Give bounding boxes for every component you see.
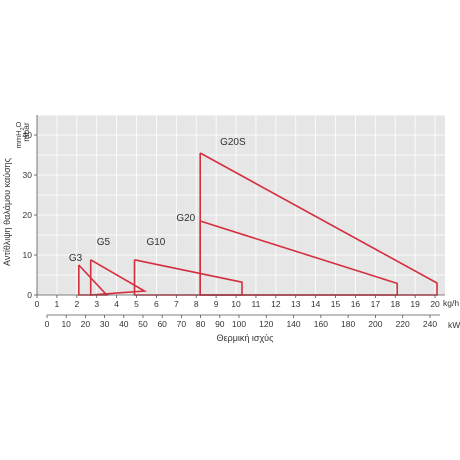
x-tick-label: 13	[291, 299, 301, 309]
kw-tick-label: 180	[341, 319, 355, 329]
kw-tick-label: 50	[138, 319, 148, 329]
x-tick-label: 0	[35, 299, 40, 309]
series-label-g3: G3	[69, 253, 83, 264]
kw-tick-label: 20	[81, 319, 91, 329]
kw-tick-label: 10	[61, 319, 71, 329]
x-tick-label: 17	[371, 299, 381, 309]
x-unit-primary: kg/h	[443, 298, 459, 308]
kw-tick-label: 240	[423, 319, 437, 329]
kw-tick-label: 30	[100, 319, 110, 329]
y-tick-label: 20	[23, 210, 33, 220]
plot-background	[37, 115, 445, 295]
x-tick-label: 16	[351, 299, 361, 309]
x-tick-label: 6	[154, 299, 159, 309]
series-label-g5: G5	[97, 237, 111, 248]
x-unit-secondary: kW	[448, 320, 460, 330]
series-label-g20: G20	[176, 213, 195, 224]
x-tick-label: 19	[410, 299, 420, 309]
x-tick-label: 11	[252, 299, 261, 309]
x-tick-label: 7	[174, 299, 179, 309]
y-tick-label: 10	[23, 250, 33, 260]
y-unit-primary: mbar	[21, 122, 31, 142]
kw-tick-label: 200	[368, 319, 382, 329]
x-tick-label: 4	[114, 299, 119, 309]
y-tick-label: 40	[23, 130, 33, 140]
kw-tick-label: 140	[286, 319, 300, 329]
kw-tick-label: 40	[119, 319, 129, 329]
x-tick-label: 8	[194, 299, 199, 309]
series-g5	[89, 259, 148, 296]
x-axis-title: Θερμική ισχύς	[217, 333, 275, 343]
x-tick-label: 1	[55, 299, 60, 309]
x-tick-label: 10	[231, 299, 241, 309]
series-label-g20s: G20S	[220, 137, 246, 148]
kw-tick-label: 100	[232, 319, 246, 329]
y-tick-label: 0	[27, 290, 32, 300]
x-tick-label: 20	[430, 299, 440, 309]
x-tick-label: 2	[74, 299, 79, 309]
kw-tick-label: 60	[157, 319, 167, 329]
series-label-g10: G10	[146, 237, 165, 248]
kw-tick-label: 90	[215, 319, 225, 329]
kw-tick-label: 160	[314, 319, 328, 329]
kw-tick-label: 0	[45, 319, 50, 329]
x-tick-label: 5	[134, 299, 139, 309]
y-axis-title: Αντίθλιψη θαλάμου καύσης	[2, 157, 12, 266]
kw-tick-label: 80	[196, 319, 206, 329]
x-tick-label: 12	[271, 299, 281, 309]
kw-tick-label: 220	[396, 319, 410, 329]
kw-tick-label: 120	[259, 319, 273, 329]
x-tick-label: 14	[311, 299, 321, 309]
x-tick-label: 9	[214, 299, 219, 309]
x-tick-label: 3	[94, 299, 99, 309]
y-tick-label: 30	[23, 170, 33, 180]
x-tick-label: 15	[331, 299, 341, 309]
x-tick-label: 18	[391, 299, 401, 309]
kw-tick-label: 70	[177, 319, 187, 329]
